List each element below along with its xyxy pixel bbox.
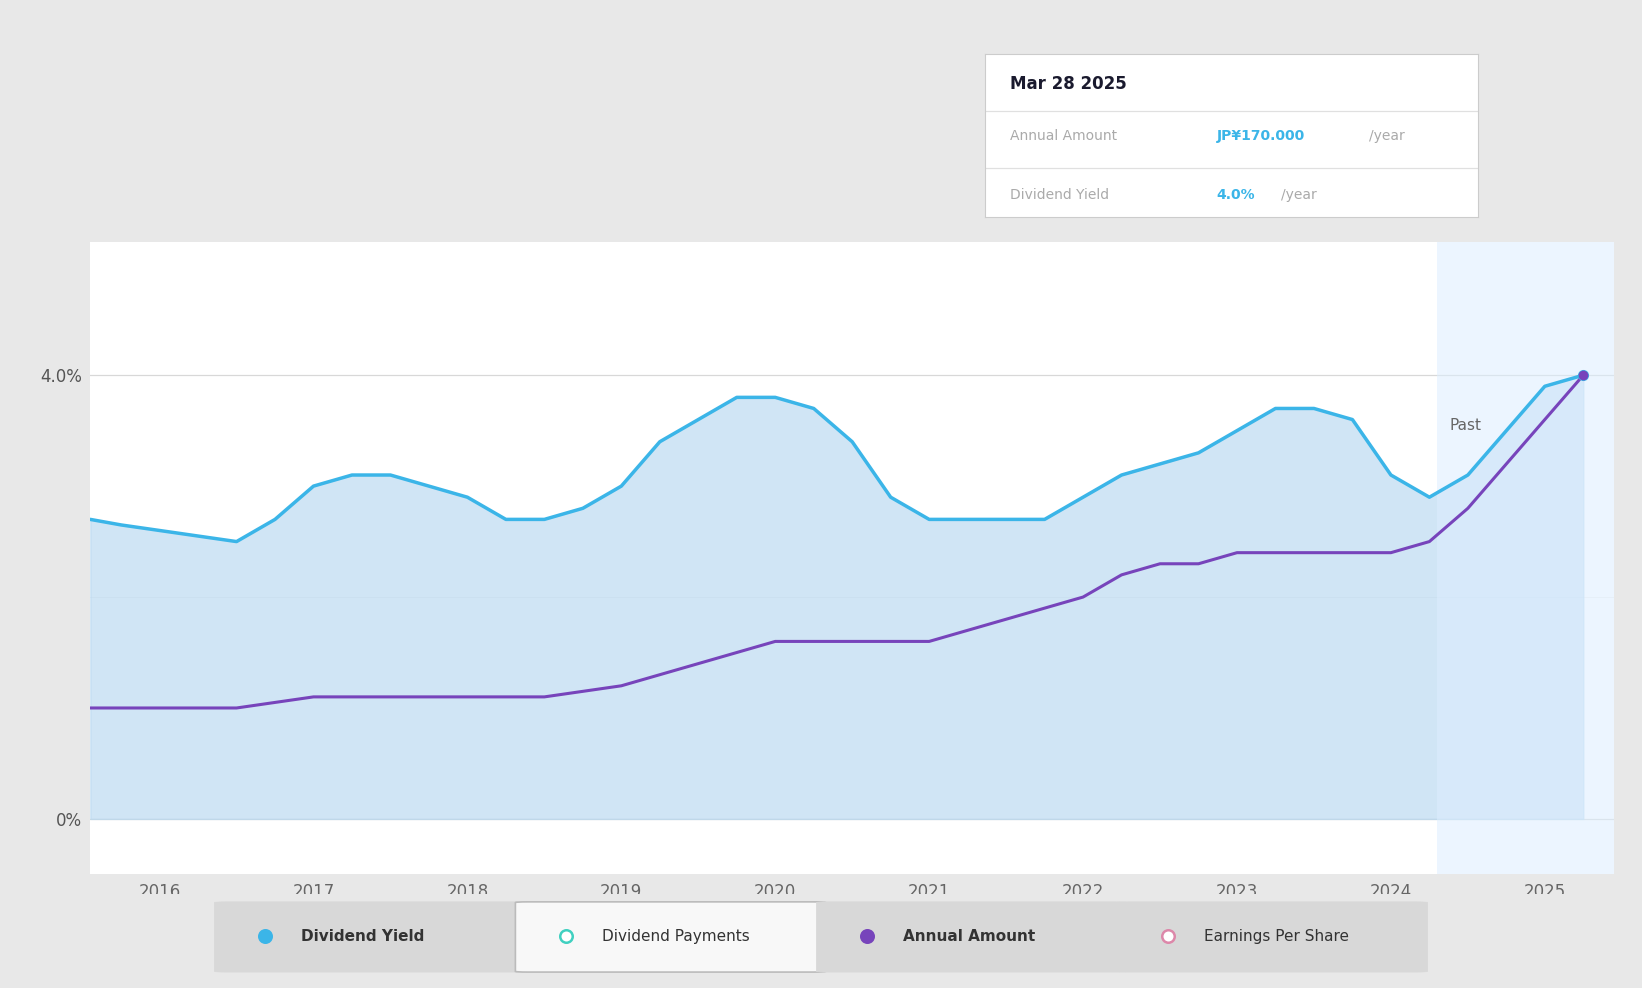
Text: Dividend Payments: Dividend Payments xyxy=(603,929,750,944)
Text: Earnings Per Share: Earnings Per Share xyxy=(1204,929,1348,944)
Text: /year: /year xyxy=(1281,188,1317,202)
Text: Annual Amount: Annual Amount xyxy=(903,929,1034,944)
Text: 4.0%: 4.0% xyxy=(1217,188,1256,202)
Text: Annual Amount: Annual Amount xyxy=(1010,128,1117,143)
FancyBboxPatch shape xyxy=(215,902,525,972)
Text: JP¥170.000: JP¥170.000 xyxy=(1217,128,1305,143)
Text: /year: /year xyxy=(1369,128,1406,143)
Text: Dividend Yield: Dividend Yield xyxy=(300,929,424,944)
Text: Mar 28 2025: Mar 28 2025 xyxy=(1010,75,1126,93)
FancyBboxPatch shape xyxy=(516,902,826,972)
Text: Past: Past xyxy=(1450,418,1481,433)
Text: Dividend Yield: Dividend Yield xyxy=(1010,188,1108,202)
Bar xyxy=(1437,242,1642,874)
FancyBboxPatch shape xyxy=(816,902,1126,972)
FancyBboxPatch shape xyxy=(1117,902,1427,972)
